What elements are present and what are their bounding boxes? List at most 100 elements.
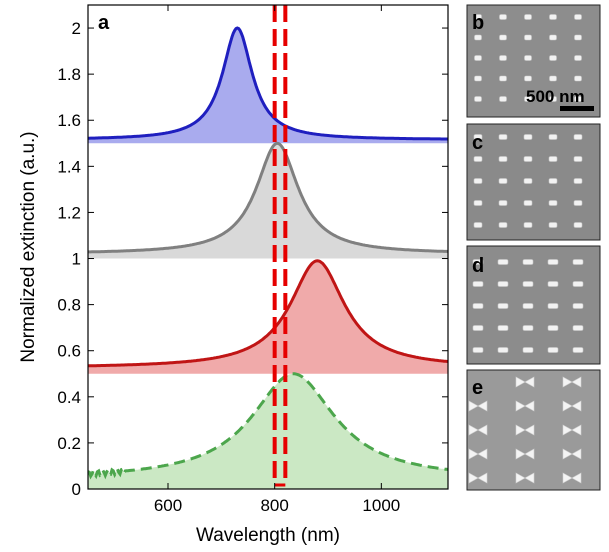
- fill-e: [88, 373, 448, 489]
- nanorod: [573, 222, 583, 228]
- nanorod: [523, 200, 533, 206]
- axis-ticks: 600 800 1000 0 0.2 0.4 0.6 0.8 1 1.2 1.4 1.6 1.8 2: [57, 5, 448, 515]
- nanorod: [523, 134, 533, 140]
- nanorod: [472, 259, 484, 265]
- nanorod: [474, 34, 482, 41]
- nanorod: [499, 55, 507, 61]
- y-tick-label-6: 1.2: [57, 203, 81, 222]
- series-line-c: [88, 141, 449, 254]
- y-tick-label-8: 1.6: [57, 111, 81, 130]
- nanorod: [573, 200, 583, 206]
- bowtie: [562, 400, 582, 412]
- nanorod: [497, 303, 509, 309]
- nanorod: [474, 96, 482, 102]
- nanorod: [499, 96, 507, 102]
- bowtie: [515, 376, 535, 388]
- sem-c-nanostructures: [473, 134, 583, 228]
- nanorod: [549, 14, 557, 20]
- nanorod: [574, 55, 582, 61]
- nanorod: [499, 14, 507, 20]
- nanorod: [572, 325, 584, 331]
- spectrum-fills: [88, 28, 448, 489]
- x-tick-label-1000: 1000: [362, 496, 400, 515]
- y-tick-label-2: 0.4: [57, 388, 81, 407]
- sem-panel-d: d: [466, 245, 601, 365]
- nanorod: [549, 96, 557, 102]
- bowtie: [562, 448, 582, 460]
- fill-c: [88, 143, 448, 259]
- bowtie: [515, 472, 535, 484]
- bowtie: [515, 448, 535, 460]
- nanorod: [499, 75, 507, 82]
- panel-label-b: b: [472, 12, 484, 34]
- nanorod: [498, 134, 508, 140]
- nanorod: [473, 134, 483, 140]
- nanorod: [547, 303, 559, 309]
- fill-b: [88, 28, 448, 144]
- nanorod: [523, 178, 533, 184]
- nanorod: [524, 14, 532, 20]
- nanorod: [474, 75, 482, 82]
- bowtie: [515, 424, 535, 436]
- nanorod: [547, 281, 559, 287]
- sem-panel-b: b 500 nm: [466, 4, 601, 118]
- nanorod: [497, 325, 509, 331]
- spectrum-lines: [87, 26, 449, 480]
- nanorod: [547, 259, 559, 265]
- bowtie: [468, 424, 488, 436]
- nanorod: [472, 303, 484, 309]
- nanorod: [498, 222, 508, 228]
- y-tick-label-9: 1.8: [57, 65, 81, 84]
- sem-panel-e: e: [466, 369, 601, 491]
- sem-e-nanostructures: [468, 376, 582, 484]
- panel-label-d: d: [472, 255, 484, 277]
- nanorod: [573, 178, 583, 184]
- bowtie: [468, 448, 488, 460]
- bowtie: [515, 400, 535, 412]
- y-tick-label-0: 0: [72, 480, 81, 499]
- nanorod: [522, 259, 534, 265]
- panel-label-a: a: [98, 12, 110, 34]
- nanorod: [548, 156, 558, 162]
- panel-label-c: c: [472, 132, 483, 154]
- x-tick-label-800: 800: [260, 496, 288, 515]
- y-tick-label-7: 1.4: [57, 157, 81, 176]
- bowtie: [468, 400, 488, 412]
- nanorod: [523, 222, 533, 228]
- nanorod: [497, 259, 509, 265]
- nanorod: [474, 55, 482, 61]
- nanorod: [574, 14, 582, 20]
- bowtie: [562, 376, 582, 388]
- nanorod: [472, 347, 484, 353]
- sem-d-nanostructures: [472, 259, 584, 353]
- nanorod: [574, 96, 582, 102]
- bowtie: [468, 472, 488, 484]
- nanorod: [548, 134, 558, 140]
- nanorod: [498, 178, 508, 184]
- series-line-d: [88, 259, 449, 368]
- nanorod: [574, 34, 582, 41]
- x-axis-title: Wavelength (nm): [196, 525, 340, 546]
- plot-frame: [87, 4, 449, 490]
- nanorod: [473, 200, 483, 206]
- nanorod: [549, 34, 557, 41]
- nanorod: [573, 134, 583, 140]
- y-tick-label-10: 2: [72, 19, 81, 38]
- nanorod: [572, 281, 584, 287]
- y-tick-label-1: 0.2: [57, 434, 81, 453]
- scale-bar-label: 500 nm: [526, 87, 585, 106]
- nanorod: [548, 200, 558, 206]
- nanorod: [574, 75, 582, 82]
- nanorod: [498, 156, 508, 162]
- y-tick-label-5: 1: [72, 250, 81, 269]
- nanorod: [522, 303, 534, 309]
- nanorod: [497, 281, 509, 287]
- series-line-e: [87, 372, 449, 480]
- nanorod: [549, 55, 557, 61]
- y-tick-label-4: 0.8: [57, 296, 81, 315]
- nanorod: [547, 325, 559, 331]
- nanorod: [474, 14, 482, 20]
- nanorod: [572, 347, 584, 353]
